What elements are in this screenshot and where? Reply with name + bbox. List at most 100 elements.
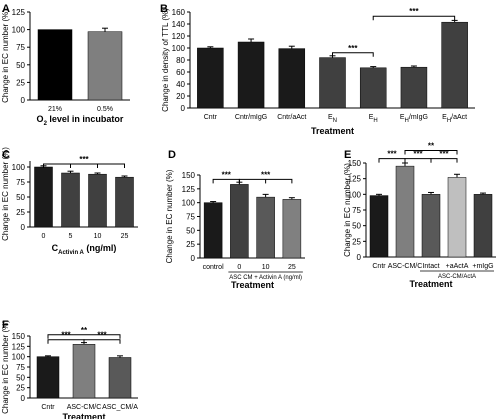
y-tick-label: 125 [12, 8, 26, 17]
y-tick-label: 25 [186, 240, 195, 249]
y-tick-label: 125 [182, 185, 196, 194]
y-axis-label: Change in EC number (%) [343, 163, 352, 257]
category-label: 10 [94, 233, 102, 240]
significance-bracket [332, 52, 374, 57]
category-label: 25 [121, 233, 129, 240]
y-tick-label: 120 [172, 32, 186, 41]
y-tick-label: 0 [21, 223, 26, 232]
y-tick-label: 50 [16, 193, 25, 202]
significance-bracket [47, 334, 121, 339]
y-axis-label: Change in EC number (%) [165, 169, 174, 263]
panel-letter: C [2, 149, 10, 161]
bar-3 [421, 194, 441, 258]
y-tick-label: 150 [348, 159, 362, 168]
significance-bracket [404, 158, 432, 163]
bar-1 [197, 47, 224, 109]
category-label: control [203, 264, 224, 271]
y-tick-label: 0 [191, 254, 196, 263]
panel-letter: E [344, 149, 351, 161]
y-tick-label: 20 [176, 92, 185, 101]
significance-bracket [372, 15, 456, 21]
y-tick-label: 50 [16, 373, 25, 382]
y-tick-label: 100 [182, 199, 196, 208]
y-tick-label: 150 [182, 171, 196, 180]
bar-3 [108, 357, 132, 399]
significance-bracket [404, 149, 458, 155]
category-label: EH/aAct [442, 114, 467, 124]
x-axis-label: Treatment [231, 280, 274, 290]
y-tick-label: 75 [352, 206, 361, 215]
y-tick-label: 160 [172, 8, 186, 17]
y-tick-label: 140 [172, 20, 186, 29]
category-label: Cntr [372, 263, 386, 270]
y-tick-label: 40 [176, 80, 185, 89]
category-label: Cntr/aAct [277, 114, 306, 121]
category-label: Cntr/mIgG [235, 114, 267, 121]
category-label: 5 [69, 233, 73, 240]
bar-1 [37, 29, 73, 101]
bar-2 [230, 184, 249, 259]
panel-letter: D [168, 149, 176, 161]
y-tick-label: 50 [16, 61, 25, 70]
y-tick-label: 25 [16, 208, 25, 217]
bar-6 [400, 66, 428, 109]
y-tick-label: 0 [21, 96, 26, 105]
y-tick-label: 25 [16, 384, 25, 393]
category-label: EN [328, 114, 337, 124]
y-tick-label: 0 [357, 253, 362, 262]
x-axis-label: O2 level in incubator [37, 114, 124, 127]
bar-4 [319, 57, 346, 109]
y-tick-label: 150 [12, 332, 26, 341]
bar-3 [256, 196, 275, 259]
significance-bracket [43, 163, 125, 168]
significance-bracket [83, 339, 121, 344]
y-tick-label: 125 [12, 342, 26, 351]
y-tick-label: 75 [186, 213, 195, 222]
y-tick-label: 100 [12, 353, 26, 362]
bar-4 [115, 176, 134, 228]
category-label: 0.5% [97, 106, 113, 113]
significance-label: *** [348, 44, 358, 53]
significance-bracket [378, 158, 406, 163]
significance-label: *** [79, 155, 89, 164]
group-label: ASC-CM/ActA [438, 274, 476, 280]
bar-5 [473, 194, 493, 258]
y-axis-label: Change in EC number (%) [1, 320, 10, 414]
group-label: ASC CM + Activin A (ng/ml) [229, 275, 302, 281]
bar-3 [278, 48, 306, 109]
x-axis-label: Treatment [62, 412, 105, 419]
category-label: EH/mIgG [400, 114, 428, 124]
bar-2 [61, 172, 80, 228]
y-tick-label: 25 [352, 237, 361, 246]
y-tick-label: 100 [12, 163, 26, 172]
category-label: Intact [422, 263, 439, 270]
significance-label: ** [81, 326, 88, 335]
y-tick-label: 0 [21, 394, 26, 403]
y-tick-label: 75 [16, 43, 25, 52]
significance-bracket [212, 178, 240, 184]
category-label: ASC-CM/C [67, 404, 102, 411]
panel-letter: A [2, 3, 10, 15]
category-label: 10 [262, 264, 270, 271]
category-label: EH [369, 114, 378, 124]
y-tick-label: 75 [16, 178, 25, 187]
significance-label: *** [261, 170, 271, 179]
bar-1 [369, 195, 389, 258]
y-tick-label: 80 [176, 56, 185, 65]
category-label: Cntr [41, 404, 55, 411]
y-tick-label: 0 [181, 104, 186, 113]
bar-1 [203, 202, 223, 259]
category-label: 0 [42, 233, 46, 240]
significance-bracket [47, 339, 85, 344]
category-label: 21% [48, 106, 62, 113]
category-label: 0 [237, 264, 241, 271]
bar-4 [282, 199, 302, 259]
y-axis-label: Change in density of TTL (%) [161, 8, 170, 112]
bar-2 [87, 31, 123, 101]
